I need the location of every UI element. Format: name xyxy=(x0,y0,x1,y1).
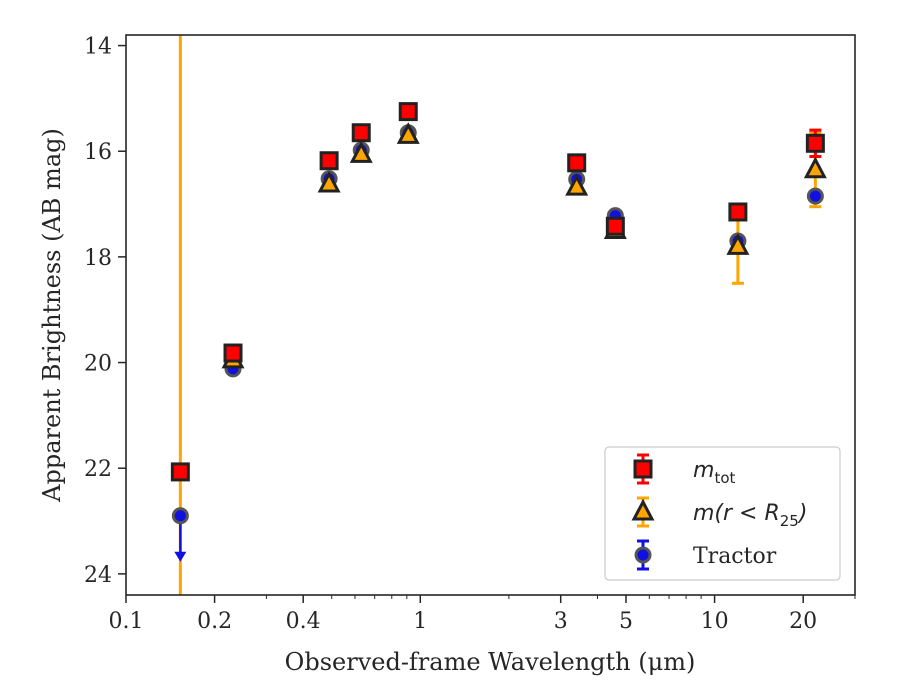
y-axis-ticks: 14 16 18 20 22 24 xyxy=(84,35,126,588)
x-axis-label: Observed-frame Wavelength (μm) xyxy=(285,648,696,676)
marker-square-1 xyxy=(223,343,243,363)
marker-square-6 xyxy=(605,216,625,236)
legend-label-circle: Tractor xyxy=(693,544,777,569)
marker-circle-0 xyxy=(171,507,189,525)
marker-triangle-1 xyxy=(317,170,341,193)
y-axis-label: Apparent Brightness (AB mag) xyxy=(38,128,66,503)
x-tick-label: 0.2 xyxy=(197,609,232,634)
marker-triangle-4 xyxy=(565,173,589,196)
marker-square-5 xyxy=(567,153,587,173)
upper-limit-arrow-0 xyxy=(174,551,187,562)
y-tick-label: 20 xyxy=(84,352,112,377)
x-tick-label: 3 xyxy=(554,609,568,634)
legend-marker-square xyxy=(633,459,653,479)
y-tick-label: 22 xyxy=(84,457,112,482)
x-tick-label: 1 xyxy=(413,609,427,634)
legend-marker-circle xyxy=(634,546,652,564)
x-tick-label: 0.4 xyxy=(286,609,321,634)
x-tick-label: 5 xyxy=(619,609,633,634)
legend: mtot m(r < R25) Tractor xyxy=(604,446,841,581)
x-tick-label: 20 xyxy=(789,609,817,634)
x-tick-label: 0.1 xyxy=(109,609,144,634)
y-tick-label: 24 xyxy=(84,563,112,588)
legend-marker-triangle xyxy=(631,498,655,521)
marker-triangle-2 xyxy=(349,141,373,163)
y-tick-label: 14 xyxy=(84,35,112,60)
y-tick-label: 18 xyxy=(84,246,112,271)
marker-square-8 xyxy=(805,133,825,153)
legend-label-square: mtot xyxy=(693,458,735,487)
x-tick-label: 10 xyxy=(701,609,729,634)
marker-circle-8 xyxy=(806,187,824,205)
marker-triangle-7 xyxy=(803,156,827,179)
marker-square-0 xyxy=(170,462,190,482)
y-tick-label: 16 xyxy=(84,140,112,165)
marker-triangle-3 xyxy=(396,122,420,144)
marker-triangle-6 xyxy=(726,233,750,255)
plot-frame xyxy=(125,34,856,596)
legend-box xyxy=(604,446,841,581)
marker-square-3 xyxy=(351,123,371,143)
marker-square-7 xyxy=(728,202,748,222)
x-axis-ticks: 0.1 0.2 0.4 1 3 5 10 20 xyxy=(109,595,856,634)
marker-square-2 xyxy=(319,151,339,171)
marker-square-4 xyxy=(398,102,418,122)
legend-label-triangle: m(r < R25) xyxy=(693,501,807,530)
data-markers xyxy=(170,102,827,525)
